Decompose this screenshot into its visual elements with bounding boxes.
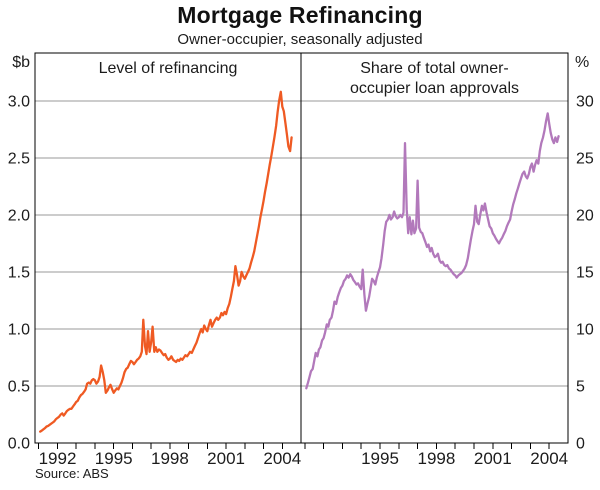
- x-tick-label: 1998: [417, 449, 455, 468]
- y-tick-label-right: 20: [576, 207, 594, 224]
- x-tick-label: 2004: [530, 449, 568, 468]
- y-tick-label-right: 30: [576, 93, 594, 110]
- x-tick-label: 1992: [39, 449, 77, 468]
- x-tick-label: 1995: [95, 449, 133, 468]
- left-series-line: [39, 90, 293, 433]
- x-tick-label: 2001: [207, 449, 245, 468]
- y-tick-label-right: 15: [576, 264, 594, 281]
- chart-title: Mortgage Refinancing: [177, 2, 423, 28]
- right-panel-title-line1: Share of total owner-: [360, 60, 509, 77]
- x-tick-label: 1995: [361, 449, 399, 468]
- x-tick-label: 2001: [474, 449, 512, 468]
- y-tick-label-left: 1.5: [8, 264, 30, 281]
- y-tick-label-right: 0: [576, 436, 585, 453]
- y-tick-label-left: 1.0: [8, 322, 30, 339]
- source-note: Source: ABS: [35, 466, 109, 481]
- y-tick-label-right: 25: [576, 150, 594, 167]
- x-tick-label: 2004: [263, 449, 301, 468]
- right-panel-title: Share of total owner- occupier loan appr…: [311, 59, 558, 99]
- x-tick-label: 1998: [151, 449, 189, 468]
- y-tick-label-left: 0.0: [8, 436, 30, 453]
- right-axis-unit-label: %: [575, 54, 590, 71]
- left-panel-title: Level of refinancing: [98, 60, 238, 77]
- y-tick-label-left: 2.5: [8, 150, 30, 167]
- y-tick-label-right: 10: [576, 322, 594, 339]
- y-tick-label-left: 3.0: [8, 93, 30, 110]
- y-tick-label-left: 0.5: [8, 379, 30, 396]
- chart-subtitle: Owner-occupier, seasonally adjusted: [177, 31, 423, 48]
- right-series-line: [305, 112, 560, 390]
- y-tick-label-left: 2.0: [8, 207, 30, 224]
- right-panel-title-line2: occupier loan approvals: [350, 80, 519, 97]
- left-axis-unit-label: $b: [12, 54, 30, 71]
- y-tick-label-right: 5: [576, 379, 585, 396]
